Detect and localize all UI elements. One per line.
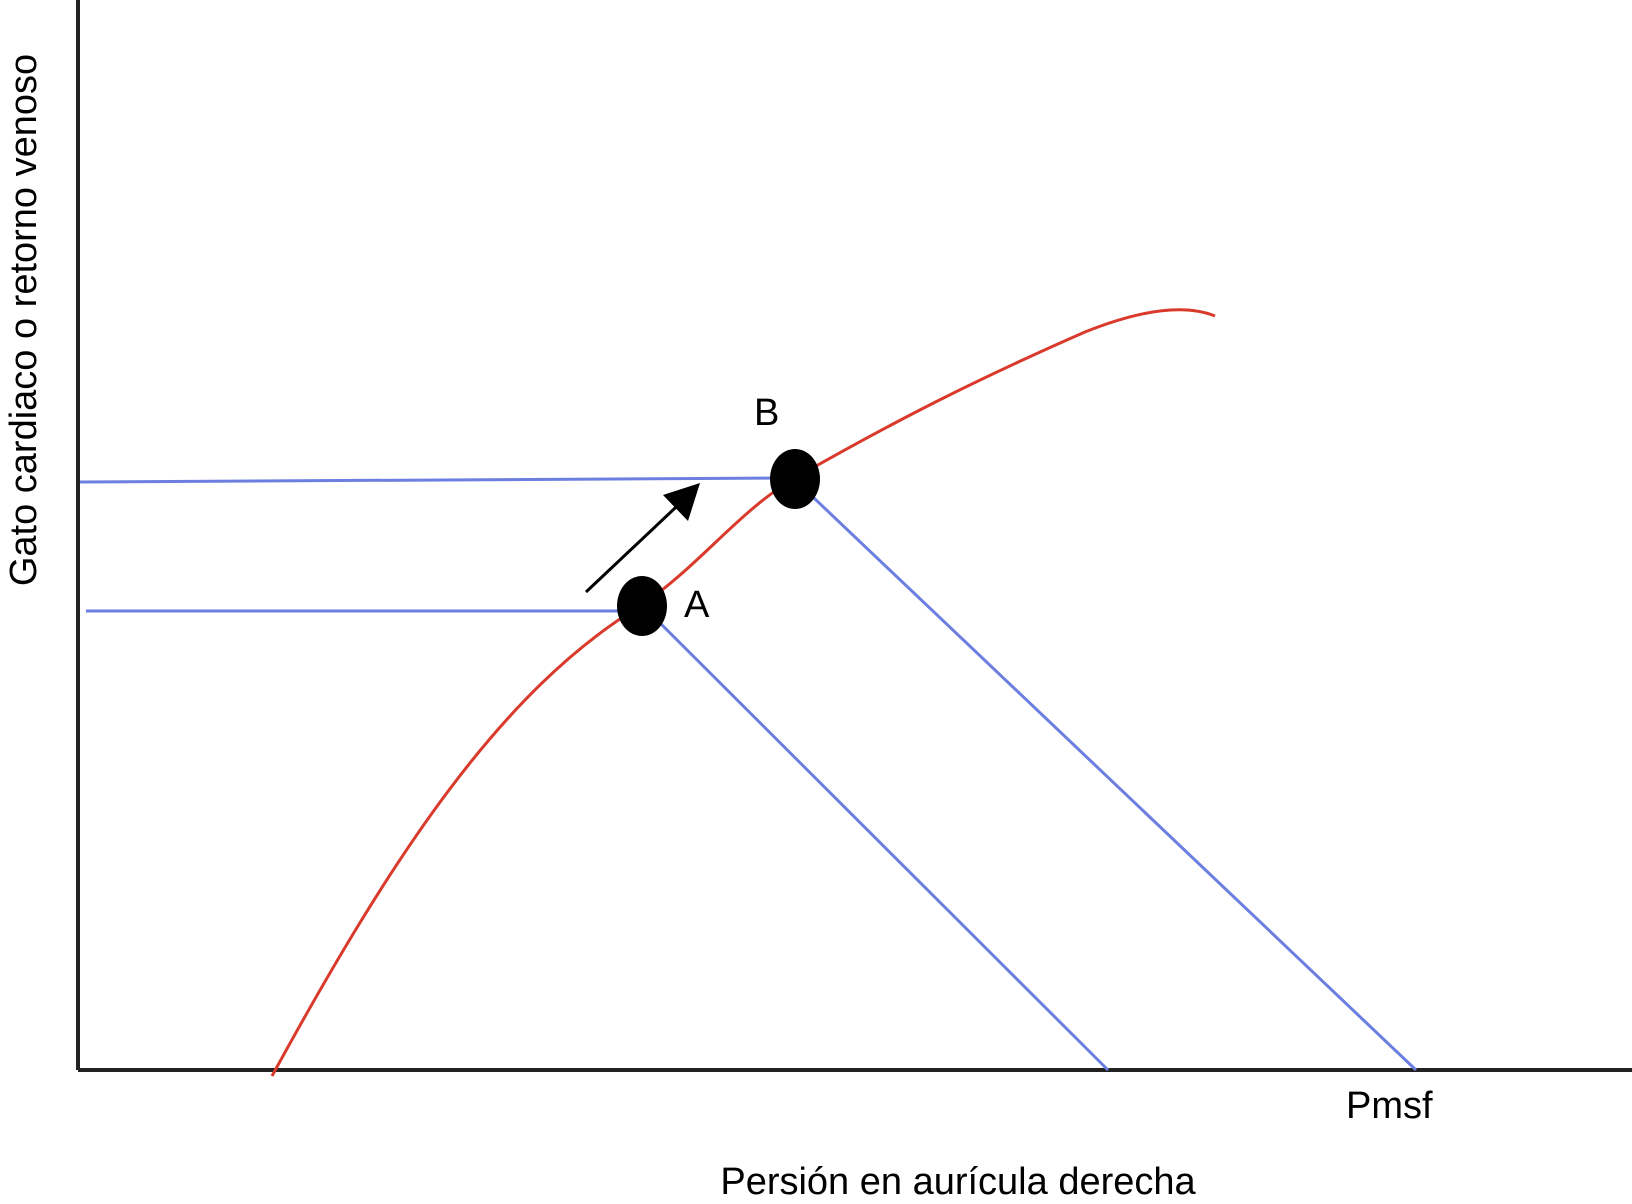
y-axis-label: Gato cardiaco o retorno venoso — [3, 54, 45, 586]
point-b-label: B — [754, 392, 779, 434]
reference-line-b — [79, 476, 796, 484]
cardiac-output-curve — [270, 308, 1216, 1077]
point-a-label: A — [684, 584, 710, 626]
shift-arrow-head — [663, 483, 700, 521]
venous-return-line-a — [640, 603, 1110, 1072]
equilibrium-point-a — [617, 576, 667, 636]
shift-arrow — [584, 490, 694, 594]
venous-return-line-b — [793, 478, 1418, 1072]
x-axis-label: Persión en aurícula derecha — [720, 1161, 1196, 1203]
x-tick-label-pmsf: Pmsf — [1346, 1085, 1433, 1127]
equilibrium-point-b — [770, 449, 820, 509]
